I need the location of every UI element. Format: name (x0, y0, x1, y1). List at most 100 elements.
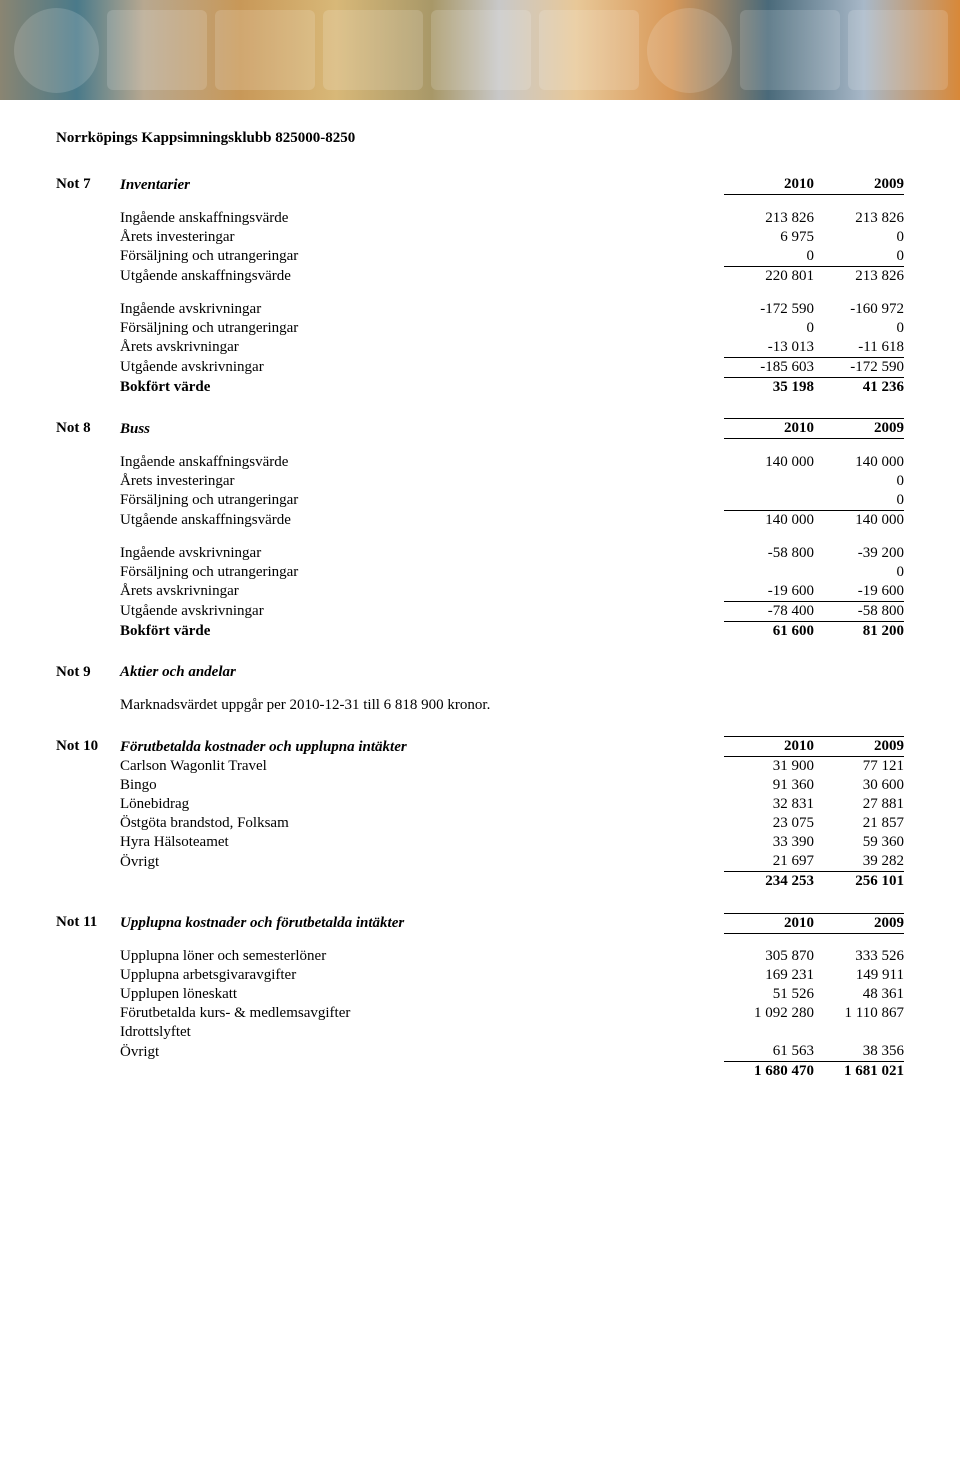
cell: 140 000 (724, 453, 814, 472)
cell: 77 121 (814, 757, 904, 777)
cell: 6 975 (724, 228, 814, 247)
row-label: Årets investeringar (120, 228, 724, 247)
cell: 0 (814, 472, 904, 491)
note-title: Inventarier (120, 175, 724, 195)
row-label: Årets avskrivningar (120, 582, 724, 602)
org-title: Norrköpings Kappsimningsklubb 825000-825… (56, 130, 904, 147)
row-label: Upplupen löneskatt (120, 985, 724, 1004)
cell: 61 563 (724, 1042, 814, 1062)
cell: 39 282 (814, 852, 904, 872)
note-title: Förutbetalda kostnader och upplupna intä… (120, 737, 724, 757)
cell: 169 231 (724, 966, 814, 985)
cell: 1 110 867 (814, 1004, 904, 1023)
row-label: Östgöta brandstod, Folksam (120, 814, 724, 833)
row-label: Utgående anskaffningsvärde (120, 510, 724, 530)
row-label: Lönebidrag (120, 795, 724, 814)
year-col: 2009 (814, 419, 904, 439)
row-label: Carlson Wagonlit Travel (120, 757, 724, 777)
row-label: Bokfört värde (120, 621, 724, 641)
cell: 27 881 (814, 795, 904, 814)
cell: 33 390 (724, 833, 814, 852)
year-col: 2010 (724, 175, 814, 195)
row-label: Årets investeringar (120, 472, 724, 491)
row-label: Ingående anskaffningsvärde (120, 209, 724, 228)
cell: -39 200 (814, 544, 904, 563)
cell (724, 472, 814, 491)
cell: 1 092 280 (724, 1004, 814, 1023)
cell (724, 491, 814, 511)
banner-photo (107, 10, 207, 90)
cell: 61 600 (724, 621, 814, 641)
cell: 38 356 (814, 1042, 904, 1062)
cell: 213 826 (814, 266, 904, 286)
banner-photo (431, 10, 531, 90)
note-text: Marknadsvärdet uppgår per 2010-12-31 til… (120, 696, 904, 715)
note-title: Buss (120, 419, 724, 439)
row-label: Försäljning och utrangeringar (120, 319, 724, 338)
total: 256 101 (814, 872, 904, 892)
note-title: Aktier och andelar (120, 663, 904, 682)
note-label: Not 9 (56, 663, 120, 682)
cell: -58 800 (724, 544, 814, 563)
note-label: Not 8 (56, 419, 120, 439)
cell: 140 000 (814, 453, 904, 472)
page-content: Norrköpings Kappsimningsklubb 825000-825… (0, 100, 960, 1131)
cell: 220 801 (724, 266, 814, 286)
banner-photo (740, 10, 840, 90)
year-col: 2009 (814, 913, 904, 933)
cell: 31 900 (724, 757, 814, 777)
row-label: Utgående avskrivningar (120, 601, 724, 621)
cell: 81 200 (814, 621, 904, 641)
cell: 333 526 (814, 947, 904, 966)
cell: 0 (814, 563, 904, 582)
row-label: Årets avskrivningar (120, 338, 724, 358)
row-label: Bokfört värde (120, 377, 724, 397)
row-label: Försäljning och utrangeringar (120, 563, 724, 582)
row-label: Försäljning och utrangeringar (120, 491, 724, 511)
row-label: Bingo (120, 776, 724, 795)
cell: 140 000 (724, 510, 814, 530)
cell: -78 400 (724, 601, 814, 621)
banner-photo (14, 8, 99, 93)
total: 1 680 470 (724, 1062, 814, 1082)
cell: 23 075 (724, 814, 814, 833)
cell: 91 360 (724, 776, 814, 795)
header-banner (0, 0, 960, 100)
row-label: Hyra Hälsoteamet (120, 833, 724, 852)
cell: -185 603 (724, 357, 814, 377)
cell: -11 618 (814, 338, 904, 358)
note-label: Not 11 (56, 913, 120, 933)
banner-photo (848, 10, 948, 90)
cell: 0 (814, 228, 904, 247)
year-col: 2009 (814, 175, 904, 195)
note-title: Upplupna kostnader och förutbetalda intä… (120, 913, 724, 933)
note-label: Not 7 (56, 175, 120, 195)
year-col: 2010 (724, 419, 814, 439)
cell (814, 1023, 904, 1042)
note-label: Not 10 (56, 737, 120, 757)
cell: 59 360 (814, 833, 904, 852)
banner-photo (539, 10, 639, 90)
cell: -19 600 (814, 582, 904, 602)
cell: 21 857 (814, 814, 904, 833)
row-label: Övrigt (120, 1042, 724, 1062)
row-label: Idrottslyftet (120, 1023, 724, 1042)
cell: 140 000 (814, 510, 904, 530)
row-label: Ingående avskrivningar (120, 544, 724, 563)
cell: 213 826 (814, 209, 904, 228)
cell (724, 563, 814, 582)
row-label: Förutbetalda kurs- & medlemsavgifter (120, 1004, 724, 1023)
row-label: Övrigt (120, 852, 724, 872)
banner-photo (215, 10, 315, 90)
cell: -13 013 (724, 338, 814, 358)
year-col: 2010 (724, 913, 814, 933)
cell: 32 831 (724, 795, 814, 814)
cell: -160 972 (814, 300, 904, 319)
cell: 41 236 (814, 377, 904, 397)
cell: 48 361 (814, 985, 904, 1004)
row-label: Upplupna arbetsgivaravgifter (120, 966, 724, 985)
cell: -19 600 (724, 582, 814, 602)
cell: 0 (724, 247, 814, 267)
cell: -172 590 (724, 300, 814, 319)
cell: 51 526 (724, 985, 814, 1004)
